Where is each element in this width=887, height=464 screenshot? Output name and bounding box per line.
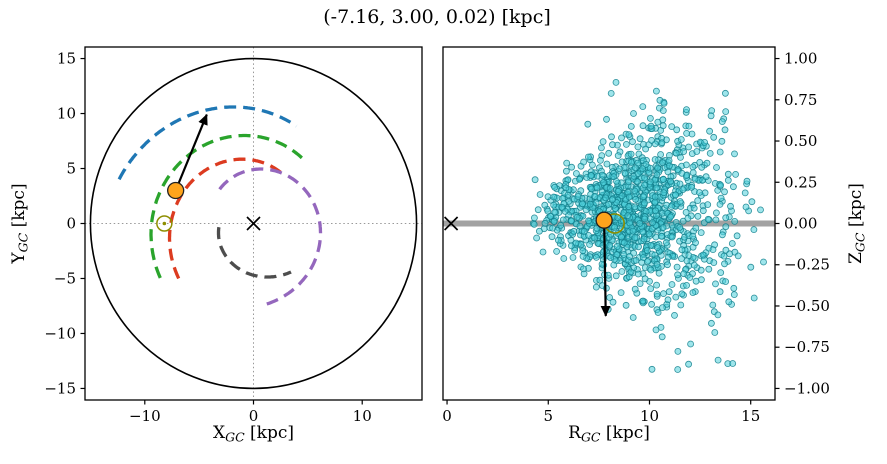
object-marker-rz bbox=[595, 211, 613, 229]
x-axis-label-xgc: XGC [kpc] bbox=[213, 423, 294, 445]
figure-title: (-7.16, 3.00, 0.02) [kpc] bbox=[323, 6, 551, 28]
arm-gray-scutum bbox=[216, 226, 292, 279]
galactic-center-marker-xy bbox=[246, 216, 261, 231]
y-tick-label: 0.50 bbox=[784, 132, 817, 150]
y-tick-label: −1.00 bbox=[784, 379, 830, 397]
x-tick-label: 0 bbox=[442, 407, 452, 425]
arm-blue-outer bbox=[117, 105, 298, 181]
y-tick-label: 10 bbox=[57, 105, 76, 123]
y-tick-label: 1.00 bbox=[784, 50, 817, 68]
y-tick-label: 15 bbox=[57, 50, 76, 68]
motion-arrow-xy bbox=[174, 113, 208, 191]
arm-purple-local bbox=[218, 167, 323, 308]
panel-galactic-xy: −10 0 10 15 10 5 0 −5 −10 −15 XGC [kpc] YGC [kpc] bbox=[9, 46, 423, 445]
y-tick-label: 5 bbox=[66, 160, 76, 178]
y-tick-label: 0.00 bbox=[784, 215, 817, 233]
y-axis-label-zgc: ZGC [kpc] bbox=[846, 183, 868, 264]
y-tick-label: 0.25 bbox=[784, 173, 817, 191]
arm-green-perseus bbox=[149, 133, 307, 279]
star-scatter-cloud bbox=[529, 79, 767, 373]
galaxy-boundary-circle bbox=[89, 57, 418, 390]
object-marker-xy bbox=[167, 181, 185, 200]
y-axis-label-ygc: YGC [kpc] bbox=[9, 183, 31, 264]
sun-marker-xy bbox=[156, 215, 173, 232]
galactic-center-marker-rz bbox=[443, 216, 459, 231]
x-tick-label: 10 bbox=[640, 407, 659, 425]
x-tick-label: 15 bbox=[741, 407, 760, 425]
x-tick-label: 0 bbox=[249, 407, 259, 425]
y-tick-label: 0.75 bbox=[784, 91, 817, 109]
motion-arrow-rz bbox=[600, 220, 611, 317]
y-tick-label: −0.25 bbox=[784, 256, 830, 274]
x-tick-label: −10 bbox=[129, 407, 161, 425]
arm-red-sagittarius bbox=[167, 157, 286, 280]
y-tick-label: −5 bbox=[54, 269, 76, 287]
x-tick-label: 5 bbox=[543, 407, 553, 425]
y-tick-label: −0.50 bbox=[784, 297, 830, 315]
x-axis-label-rgc: RGC [kpc] bbox=[568, 423, 650, 445]
y-tick-label: −0.75 bbox=[784, 338, 830, 356]
y-tick-label: 0 bbox=[66, 215, 76, 233]
y-tick-label: −15 bbox=[44, 379, 76, 397]
panel-galactic-rz: 0 5 10 15 1.00 0.75 0.50 0.25 0.00 −0.25 −0.50 −0.7… bbox=[442, 46, 868, 445]
x-tick-label: 10 bbox=[353, 407, 372, 425]
y-tick-label: −10 bbox=[44, 324, 76, 342]
